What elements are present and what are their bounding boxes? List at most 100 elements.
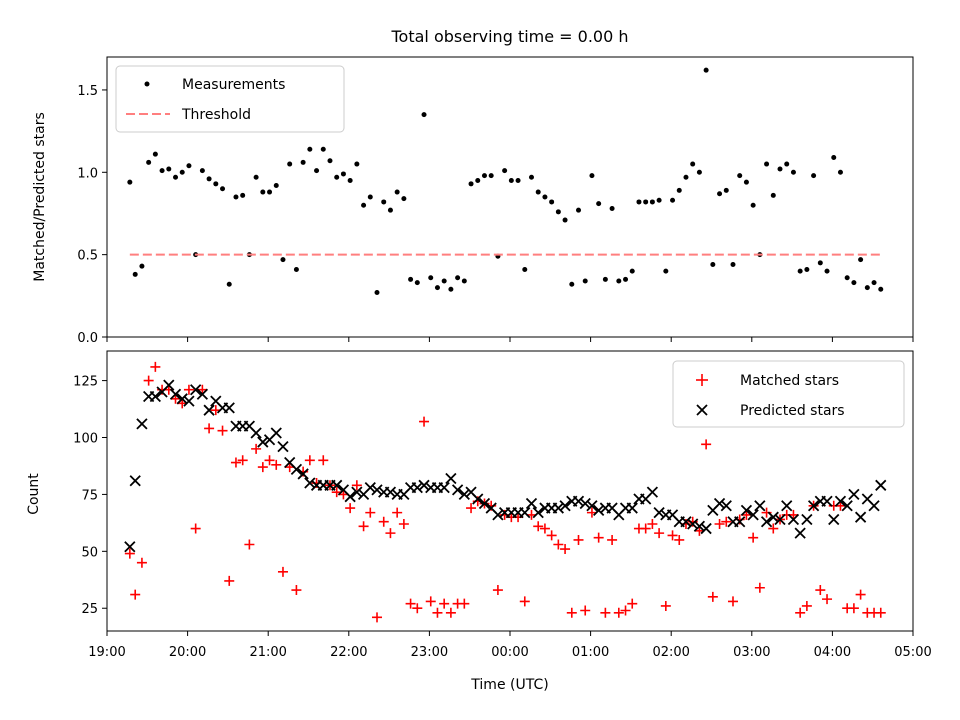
predicted-stars-point bbox=[304, 477, 316, 489]
matched-stars-point bbox=[190, 523, 201, 534]
predicted-stars-point bbox=[129, 475, 141, 487]
predicted-stars-point bbox=[794, 527, 806, 539]
y-tick-label: 0.0 bbox=[77, 331, 98, 346]
predicted-stars-point bbox=[687, 518, 699, 530]
bottom-panel: 25 50 75 100 125 19:00 20:00 21:00 22:00 23:00 00:… bbox=[26, 350, 932, 693]
measurements-point bbox=[730, 262, 736, 268]
matched-stars-point bbox=[660, 600, 671, 611]
matched-stars-point bbox=[372, 612, 383, 623]
predicted-stars-point bbox=[760, 516, 773, 528]
matched-stars-point bbox=[855, 589, 866, 600]
predicted-stars-point bbox=[257, 436, 269, 448]
measurements-point bbox=[555, 209, 561, 215]
predicted-stars-point bbox=[472, 493, 484, 505]
measurements-point bbox=[186, 163, 192, 169]
matched-stars-point bbox=[136, 557, 147, 568]
predicted-stars-point bbox=[646, 486, 659, 498]
measurements-point bbox=[743, 179, 749, 185]
matched-stars-point bbox=[405, 598, 416, 609]
predicted-stars-point bbox=[834, 495, 847, 507]
predicted-stars-point bbox=[767, 511, 779, 523]
legend-label-matched-stars: Matched stars bbox=[740, 373, 839, 389]
predicted-stars-point bbox=[559, 500, 571, 512]
matched-stars-point bbox=[801, 600, 812, 611]
matched-stars-point bbox=[533, 521, 544, 532]
matched-stars-point bbox=[560, 544, 571, 555]
measurements-point bbox=[361, 202, 367, 208]
measurements-point bbox=[663, 268, 669, 274]
predicted-stars-point bbox=[270, 427, 282, 439]
x-tick-label: 20:00 bbox=[169, 645, 206, 660]
measurements-point bbox=[797, 268, 803, 274]
x-tick-label: 22:00 bbox=[330, 645, 367, 660]
measurements-point bbox=[179, 169, 185, 175]
measurements-point bbox=[455, 275, 461, 281]
x-tick-label: 21:00 bbox=[249, 645, 286, 660]
measurements-point bbox=[569, 281, 575, 287]
matched-stars-point bbox=[412, 603, 423, 614]
predicted-stars-point bbox=[196, 388, 209, 400]
measurements-point bbox=[408, 276, 414, 282]
predicted-stars-point bbox=[136, 418, 148, 430]
measurements-point bbox=[784, 161, 790, 167]
predicted-stars-point bbox=[626, 502, 638, 514]
matched-stars-point bbox=[573, 534, 584, 545]
measurements-point bbox=[737, 173, 743, 179]
matched-stars-point bbox=[204, 423, 215, 434]
measurements-point bbox=[502, 168, 508, 174]
matched-stars-point bbox=[271, 459, 282, 470]
measurements-point bbox=[127, 179, 133, 185]
measurements-point bbox=[683, 174, 689, 180]
measurements-point bbox=[273, 182, 279, 188]
measurements-point bbox=[320, 146, 326, 152]
predicted-stars-point bbox=[821, 495, 833, 507]
predicted-stars-point bbox=[451, 484, 464, 496]
measurements-point bbox=[300, 159, 306, 165]
measurements-point bbox=[589, 173, 595, 179]
measurements-point bbox=[159, 168, 165, 174]
matched-stars-point bbox=[124, 548, 135, 559]
matched-stars-point bbox=[432, 607, 443, 618]
matched-stars-point bbox=[627, 598, 638, 609]
x-tick-label: 23:00 bbox=[411, 645, 448, 660]
measurements-point bbox=[817, 260, 823, 266]
measurements-point bbox=[696, 169, 702, 175]
matched-stars-point bbox=[600, 607, 611, 618]
measurements-point bbox=[676, 187, 682, 193]
predicted-stars-point bbox=[572, 495, 585, 507]
measurements-point bbox=[750, 202, 756, 208]
matched-stars-point bbox=[345, 503, 356, 514]
legend-marker-predicted-stars bbox=[696, 404, 708, 416]
measurements-point bbox=[327, 158, 333, 164]
matched-stars-point bbox=[674, 534, 685, 545]
measurements-point bbox=[649, 199, 655, 205]
measurements-point bbox=[528, 174, 534, 180]
predicted-stars-point bbox=[854, 511, 867, 523]
predicted-stars-point bbox=[364, 481, 376, 494]
predicted-stars-point bbox=[344, 491, 356, 503]
measurements-point bbox=[421, 112, 427, 118]
matched-stars-point bbox=[714, 519, 725, 530]
legend-label-predicted-stars: Predicted stars bbox=[740, 403, 845, 419]
top-legend-box bbox=[115, 65, 345, 133]
x-tick-label: 00:00 bbox=[491, 645, 528, 660]
predicted-stars-point bbox=[203, 404, 215, 416]
matched-stars-point bbox=[701, 439, 712, 450]
legend-marker-measurements bbox=[144, 81, 150, 87]
predicted-stars-point bbox=[680, 516, 692, 528]
matched-stars-point bbox=[768, 523, 779, 534]
y-tick-label: 100 bbox=[73, 432, 98, 447]
predicted-stars-point bbox=[868, 500, 880, 512]
matched-stars-point bbox=[519, 596, 530, 607]
matched-stars-point bbox=[466, 503, 477, 514]
matched-stars-point bbox=[795, 607, 806, 618]
predicted-stars-point bbox=[183, 395, 195, 407]
predicted-stars-point bbox=[653, 506, 665, 519]
predicted-stars-point bbox=[492, 509, 504, 521]
matched-stars-point bbox=[754, 582, 765, 593]
measurements-point bbox=[723, 187, 729, 193]
matched-stars-point bbox=[748, 532, 759, 543]
matched-stars-point bbox=[445, 607, 456, 618]
measurements-point bbox=[173, 174, 179, 180]
measurements-point bbox=[609, 206, 615, 212]
